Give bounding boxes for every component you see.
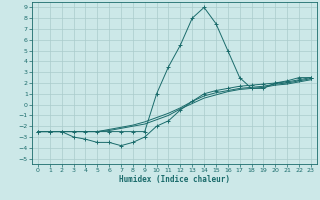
X-axis label: Humidex (Indice chaleur): Humidex (Indice chaleur) <box>119 175 230 184</box>
